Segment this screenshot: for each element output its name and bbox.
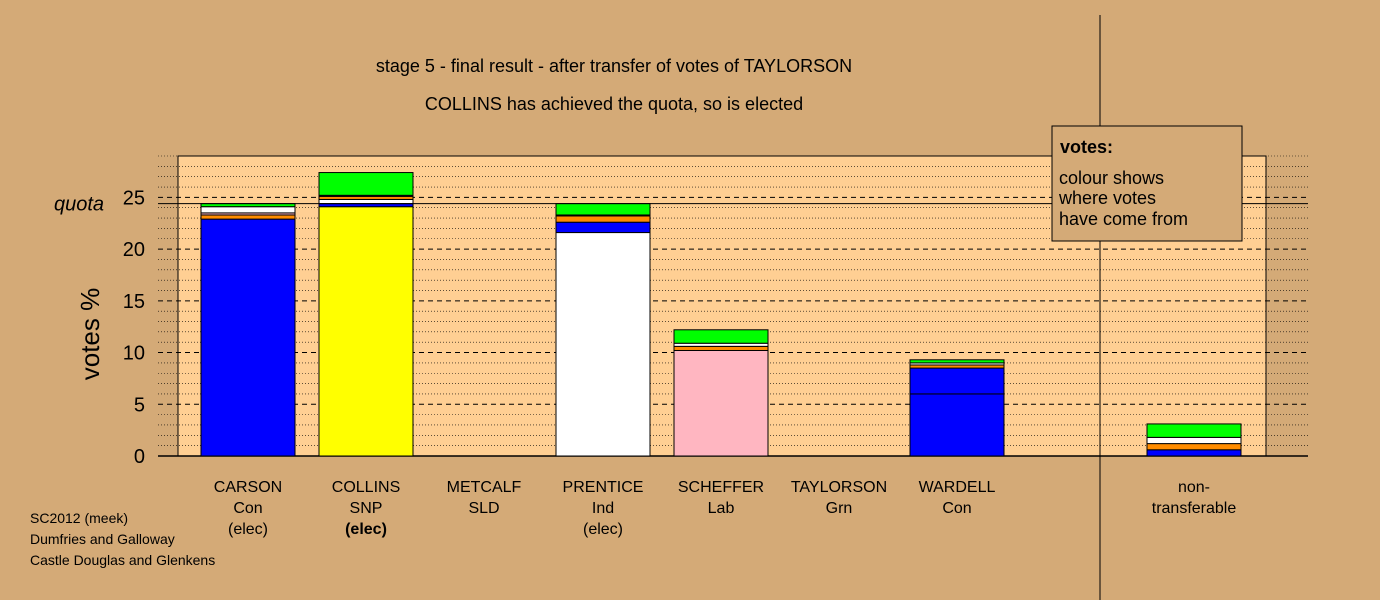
bar-3: [555, 203, 651, 457]
candidate-status-0: (elec): [228, 521, 268, 538]
y-tick-15: 15: [123, 291, 145, 313]
candidate-party-0: Con: [233, 500, 262, 517]
bar-3-segment-4: [555, 203, 651, 216]
candidate-party-6: Con: [942, 500, 971, 517]
bar-6: [909, 359, 1005, 457]
bars: [200, 172, 1242, 457]
bar-4-segment-0: [673, 349, 769, 457]
quota-label: quota: [54, 194, 104, 216]
candidate-name-2: METCALF: [447, 479, 522, 496]
candidate-party-2: SLD: [468, 500, 499, 517]
candidate-name-5: TAYLORSON: [791, 479, 887, 496]
bar-6-segment-1: [909, 367, 1005, 395]
bar-0-segment-0: [200, 218, 296, 457]
candidate-party-3: Ind: [592, 500, 614, 517]
bar-3-segment-0: [555, 232, 651, 457]
bar-1-segment-0: [318, 206, 414, 457]
candidate-party-5: Grn: [826, 500, 853, 517]
bar-6-segment-4: [909, 359, 1005, 364]
bar-1-segment-5: [318, 172, 414, 196]
bar-0-segment-3: [200, 206, 296, 214]
legend-title: votes:: [1060, 137, 1113, 157]
y-axis-label: votes %: [75, 288, 105, 381]
y-tick-25: 25: [123, 187, 145, 209]
candidate-status-3: (elec): [583, 521, 623, 538]
candidate-name-3: PRENTICE: [563, 479, 644, 496]
bar-7-segment-1: [1146, 443, 1242, 451]
nontransferable-label-1: non-: [1178, 479, 1210, 496]
bar-7-segment-2: [1146, 436, 1242, 445]
bar-0: [200, 203, 296, 457]
candidate-name-0: CARSON: [214, 479, 282, 496]
legend-line-1: colour shows: [1059, 168, 1164, 188]
bar-1: [318, 172, 414, 457]
bar-4-segment-3: [673, 329, 769, 344]
bar-1-segment-2: [318, 198, 414, 205]
y-tick-0: 0: [134, 446, 145, 468]
footer-line-2: Dumfries and Galloway: [30, 531, 175, 547]
y-tick-10: 10: [123, 343, 145, 365]
candidate-party-1: SNP: [350, 500, 383, 517]
y-tick-20: 20: [123, 239, 145, 261]
chart-title: stage 5 - final result - after transfer …: [376, 56, 852, 76]
candidate-party-4: Lab: [708, 500, 735, 517]
legend-line-2: where votes: [1058, 188, 1156, 208]
footer-line-3: Castle Douglas and Glenkens: [30, 552, 216, 568]
legend-box: [1051, 125, 1243, 242]
bar-7-segment-3: [1146, 423, 1242, 438]
candidate-name-6: WARDELL: [919, 479, 996, 496]
footer: SC2012 (meek) Dumfries and Galloway Cast…: [30, 508, 215, 571]
bar-0-segment-1: [200, 214, 296, 220]
nontransferable-label-2: transferable: [1152, 500, 1237, 517]
bar-4-segment-1: [673, 345, 769, 351]
candidate-status-1: (elec): [345, 521, 387, 538]
bar-7-segment-0: [1146, 449, 1242, 457]
chart-subtitle: COLLINS has achieved the quota, so is el…: [425, 94, 803, 114]
legend-line-3: have come from: [1059, 209, 1188, 229]
footer-line-1: SC2012 (meek): [30, 510, 129, 526]
legend: votes: colour shows where votes have com…: [1051, 125, 1243, 242]
y-tick-5: 5: [134, 394, 145, 416]
bar-6-segment-0: [909, 393, 1005, 457]
bar-3-segment-1: [555, 221, 651, 234]
bar-3-segment-2: [555, 215, 651, 223]
x-axis-labels: CARSON Con (elec) COLLINS SNP (elec) METCALF SL…: [214, 479, 1237, 538]
bar-7: [1146, 423, 1242, 457]
bar-4: [673, 329, 769, 457]
candidate-name-1: COLLINS: [332, 479, 400, 496]
candidate-name-4: SCHEFFER: [678, 479, 764, 496]
